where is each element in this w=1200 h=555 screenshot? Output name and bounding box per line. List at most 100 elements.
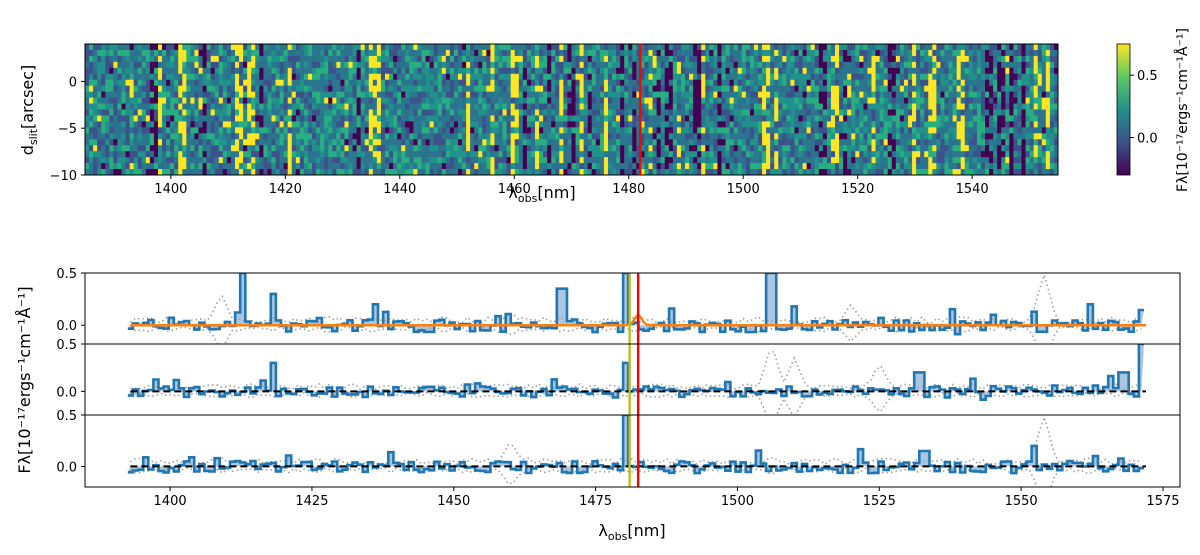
heatmap-cell: [170, 133, 175, 140]
heatmap-cell: [676, 91, 682, 98]
heatmap-cell: [770, 145, 775, 152]
heatmap-cell: [194, 109, 199, 116]
heatmap-cell: [689, 127, 694, 134]
heatmap-cell: [170, 55, 175, 63]
heatmap-cell: [478, 85, 483, 93]
heatmap-cell: [547, 109, 552, 116]
heatmap-cell: [810, 133, 816, 140]
heatmap-cell: [908, 49, 913, 57]
heatmap-cell: [397, 139, 402, 146]
heatmap-cell: [174, 97, 179, 104]
heatmap-cell: [291, 55, 297, 63]
heatmap-cell: [457, 127, 463, 134]
heatmap-cell: [514, 133, 520, 140]
heatmap-cell: [863, 151, 868, 158]
heatmap-cell: [770, 169, 775, 176]
heatmap-cell: [968, 91, 974, 98]
heatmap-cell: [157, 157, 163, 164]
heatmap-cell: [855, 55, 860, 63]
heatmap-cell: [352, 115, 358, 122]
heatmap-cell: [555, 61, 560, 69]
heatmap-cell: [539, 109, 544, 116]
heatmap-cell: [502, 121, 508, 128]
heatmap-cell: [980, 85, 986, 93]
heatmap-cell: [372, 44, 378, 51]
heatmap-cell: [389, 97, 394, 104]
heatmap-cell: [340, 121, 345, 128]
heatmap-cell: [559, 157, 564, 164]
heatmap-cell: [960, 121, 966, 128]
heatmap-cell: [620, 115, 625, 122]
heatmap-cell: [429, 169, 435, 176]
heatmap-cell: [749, 44, 755, 51]
heatmap-cell: [648, 67, 653, 75]
heatmap-cell: [97, 67, 102, 75]
heatmap-cell: [607, 67, 613, 75]
heatmap-cell: [101, 127, 106, 134]
heatmap-cell: [401, 157, 406, 164]
heatmap-cell: [372, 79, 378, 87]
heatmap-cell: [376, 169, 382, 176]
heatmap-cell: [457, 121, 463, 128]
heatmap-cell: [303, 55, 309, 63]
heatmap-cell: [932, 151, 937, 158]
heatmap-cell: [766, 163, 771, 170]
heatmap-cell: [295, 115, 301, 122]
heatmap-cell: [303, 133, 309, 140]
heatmap-cell: [895, 91, 901, 98]
heatmap-cell: [352, 169, 358, 176]
heatmap-cell: [453, 133, 459, 140]
heatmap-cell: [774, 61, 779, 69]
heatmap-cell: [170, 67, 175, 75]
heatmap-cell: [940, 97, 945, 104]
heatmap-cell: [380, 85, 386, 93]
heatmap-cell: [259, 49, 264, 57]
heatmap-cell: [867, 49, 872, 57]
heatmap-cell: [980, 103, 986, 110]
heatmap-cell: [295, 121, 301, 128]
heatmap-cell: [101, 133, 106, 140]
heatmap-cell: [101, 139, 106, 146]
heatmap-cell: [680, 85, 686, 93]
heatmap-cell: [320, 85, 325, 93]
heatmap-cell: [409, 85, 414, 93]
heatmap-cell: [1001, 127, 1006, 134]
heatmap-cell: [324, 139, 329, 146]
heatmap-cell: [936, 139, 941, 146]
heatmap-cell: [693, 55, 698, 63]
heatmap-cell: [437, 127, 443, 134]
heatmap-cell: [494, 121, 499, 128]
heatmap-cell: [425, 85, 430, 93]
heatmap-cell: [685, 139, 690, 146]
heatmap-cell: [839, 103, 844, 110]
heatmap-cell: [405, 85, 410, 93]
heatmap-cell: [912, 67, 917, 75]
heatmap-cell: [506, 49, 512, 57]
heatmap-cell: [729, 157, 735, 164]
heatmap-cell: [693, 79, 698, 87]
heatmap-cell: [380, 115, 386, 122]
heatmap-cell: [790, 103, 795, 110]
heatmap-cell: [157, 73, 163, 81]
heatmap-cell: [113, 97, 118, 104]
heatmap-cell: [530, 61, 536, 69]
heatmap-cell: [376, 133, 382, 140]
heatmap-cell: [239, 169, 244, 176]
heatmap-cell: [113, 91, 118, 98]
heatmap-cell: [757, 133, 763, 140]
heatmap-cell: [445, 139, 451, 146]
heatmap-cell: [908, 97, 913, 104]
heatmap-cell: [640, 97, 645, 104]
heatmap-cell: [243, 61, 248, 69]
heatmap-cell: [932, 61, 937, 69]
heatmap-cell: [166, 49, 171, 57]
heatmap-cell: [453, 157, 459, 164]
heatmap-cell: [291, 97, 297, 104]
heatmap-cell: [956, 109, 962, 116]
heatmap-cell: [376, 127, 382, 134]
heatmap-cell: [449, 109, 455, 116]
heatmap-cell: [563, 67, 568, 75]
heatmap-cell: [510, 151, 516, 158]
heatmap-cell: [798, 97, 803, 104]
